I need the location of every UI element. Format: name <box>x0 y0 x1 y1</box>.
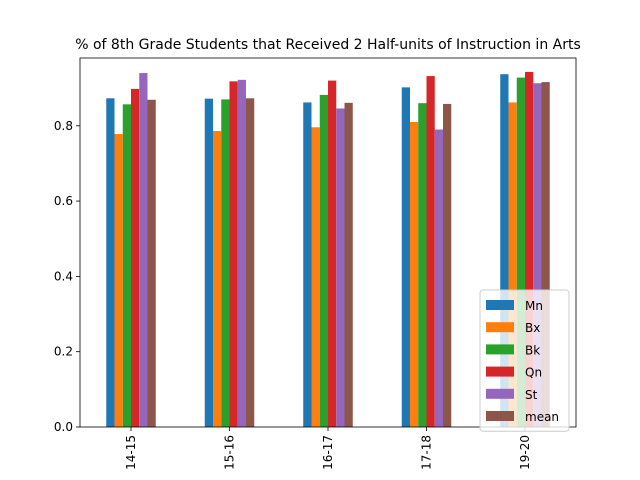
legend-swatch-Qn <box>486 366 514 377</box>
bar-Bk-14-15 <box>122 104 131 427</box>
bar-Mn-19-20 <box>500 74 509 427</box>
bar-Qn-15-16 <box>229 81 238 427</box>
legend-swatch-mean <box>486 411 514 421</box>
bar-Bk-19-20 <box>516 77 525 427</box>
legend-label-mean: mean <box>525 410 559 424</box>
legend-swatch-Mn <box>486 300 514 310</box>
axes-layer: 14-15 15-16 16-17 17-18 19-20 0.0 0.2 0.4 0.6 0.8 <box>54 57 577 470</box>
x-tick-label: 16-17 <box>321 435 335 470</box>
legend-label-St: St <box>525 388 538 402</box>
legend-label-Bx: Bx <box>525 321 540 335</box>
legend-label-Qn: Qn <box>525 366 542 380</box>
bar-Bk-16-17 <box>319 94 328 428</box>
bar-mean-19-20 <box>541 82 550 427</box>
plot-frame <box>79 57 577 428</box>
bar-Qn-17-18 <box>426 76 435 427</box>
chart-title: % of 8th Grade Students that Received 2 … <box>75 37 581 53</box>
x-tick-label: 17-18 <box>420 435 434 470</box>
bar-Qn-14-15 <box>131 88 140 427</box>
bar-Bk-15-16 <box>221 99 230 428</box>
bar-Qn-16-17 <box>328 80 337 427</box>
y-tick-label: 0.8 <box>54 119 73 133</box>
bar-Bk-17-18 <box>418 103 427 428</box>
bar-Qn-19-20 <box>525 71 534 428</box>
y-tick-label: 0.4 <box>54 269 73 283</box>
bar-Bx-14-15 <box>114 134 123 427</box>
bar-mean-15-16 <box>246 98 255 427</box>
legend: Mn Bx Bk Qn St mean <box>479 289 570 432</box>
bar-Mn-17-18 <box>401 87 410 428</box>
x-tick-label: 14-15 <box>124 435 138 470</box>
legend-label-Bk: Bk <box>525 343 540 357</box>
legend-swatch-St <box>486 388 514 399</box>
bar-St-17-18 <box>434 129 443 428</box>
bars-layer <box>106 71 550 428</box>
x-tick-label: 15-16 <box>223 435 237 470</box>
x-tick-label: 19-20 <box>518 435 532 470</box>
bar-Bx-16-17 <box>311 127 320 427</box>
bar-Bx-15-16 <box>213 131 222 428</box>
y-tick-label: 0.6 <box>54 194 73 208</box>
y-tick-label: 0.2 <box>54 345 73 359</box>
bar-Bx-17-18 <box>410 122 419 427</box>
bar-St-16-17 <box>336 108 345 428</box>
bar-mean-16-17 <box>344 102 353 427</box>
bar-Bx-19-20 <box>508 102 517 428</box>
bar-Mn-14-15 <box>106 98 115 427</box>
bar-St-14-15 <box>139 73 148 427</box>
y-tick-label: 0.0 <box>54 420 73 434</box>
legend-label-Mn: Mn <box>525 299 543 313</box>
bar-mean-17-18 <box>443 103 452 427</box>
bar-Mn-16-17 <box>303 102 312 428</box>
legend-swatch-Bk <box>486 344 514 355</box>
bar-St-19-20 <box>533 83 542 427</box>
bar-St-15-16 <box>237 79 246 427</box>
legend-swatch-Bx <box>486 322 514 333</box>
bar-mean-14-15 <box>147 99 156 427</box>
bar-Mn-15-16 <box>204 98 213 428</box>
